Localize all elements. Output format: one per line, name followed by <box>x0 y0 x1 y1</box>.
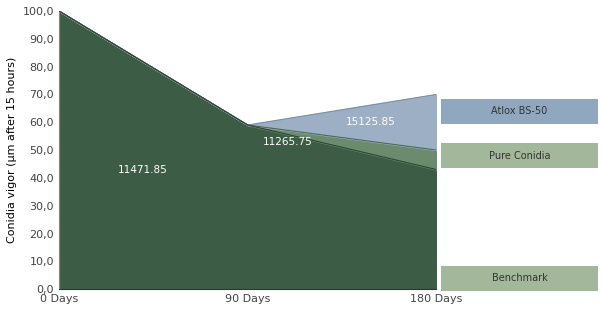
Text: 11265.75: 11265.75 <box>262 137 312 147</box>
Text: Pure Conidia: Pure Conidia <box>489 151 550 161</box>
Text: Benchmark: Benchmark <box>492 273 547 283</box>
Text: Atlox BS-50: Atlox BS-50 <box>491 106 548 116</box>
Y-axis label: Conidia vigor (µm after 15 hours): Conidia vigor (µm after 15 hours) <box>7 57 17 243</box>
Text: 15125.85: 15125.85 <box>346 117 396 127</box>
Text: 11471.85: 11471.85 <box>117 165 167 174</box>
